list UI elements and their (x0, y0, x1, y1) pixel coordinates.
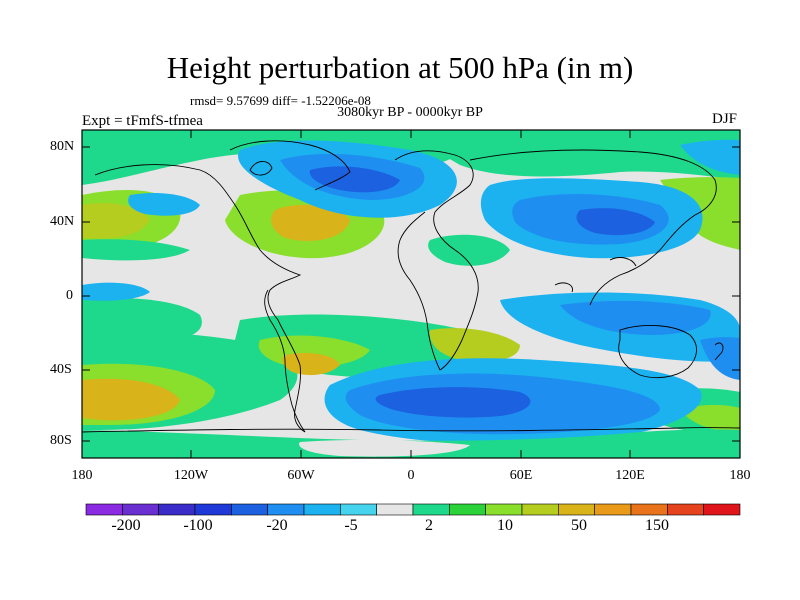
colorbar-label: -5 (344, 517, 358, 534)
colorbar-label: -200 (111, 517, 141, 534)
colorbar-swatch (630, 503, 668, 516)
colorbar-label: 150 (645, 517, 669, 534)
lat-tick-label: 0 (66, 288, 73, 303)
colorbar-label: 2 (425, 517, 433, 534)
colorbar-swatch (267, 503, 305, 516)
season-label: DJF (712, 111, 738, 127)
colorbar-label: 10 (497, 517, 513, 534)
colorbar-label: -20 (266, 517, 288, 534)
colorbar-label: 50 (571, 517, 587, 534)
axis-ticks (82, 130, 740, 458)
lon-tick-label: 120E (615, 468, 645, 483)
colorbar-swatch (558, 503, 595, 516)
colorbar-swatch (303, 503, 341, 516)
colorbar-swatch (85, 503, 123, 516)
colorbar-swatch (485, 503, 523, 516)
colorbar-swatch (667, 503, 704, 516)
colorbar-swatch (449, 503, 486, 516)
lat-tick-label: 40S (50, 362, 72, 377)
experiment-label: Expt = tFmfS-tfmea (82, 113, 203, 129)
lat-tick-label: 80S (50, 433, 72, 448)
lat-tick-label: 80N (50, 139, 75, 154)
colorbar-swatch (158, 503, 196, 516)
lon-tick-label: 120W (173, 468, 209, 483)
colorbar-label: -100 (183, 517, 213, 534)
colorbar-swatch (194, 503, 232, 516)
lat-tick-label: 40N (50, 214, 75, 229)
rmsd-stats: rmsd= 9.57699 diff= -1.52206e-08 (190, 93, 371, 108)
contour-field (82, 130, 740, 458)
lon-tick-label: 0 (407, 468, 415, 483)
colorbar-swatch (340, 503, 377, 516)
colorbar-swatch (703, 503, 741, 516)
lon-tick-label: 180 (71, 468, 93, 483)
colorbar-swatch (231, 503, 268, 516)
colorbar (85, 503, 741, 516)
lon-tick-label: 60E (509, 468, 533, 483)
coastlines (82, 140, 740, 433)
lon-tick-label: 60W (287, 468, 315, 483)
colorbar-swatch (521, 503, 559, 516)
colorbar-swatch (412, 503, 450, 516)
colorbar-swatch (376, 503, 414, 516)
chart-title: Height perturbation at 500 hPa (in m) (166, 50, 634, 85)
colorbar-swatch (594, 503, 632, 516)
colorbar-swatch (122, 503, 159, 516)
time-period: 3080kyr BP - 0000kyr BP (337, 105, 483, 120)
lon-tick-label: 180 (729, 468, 751, 483)
